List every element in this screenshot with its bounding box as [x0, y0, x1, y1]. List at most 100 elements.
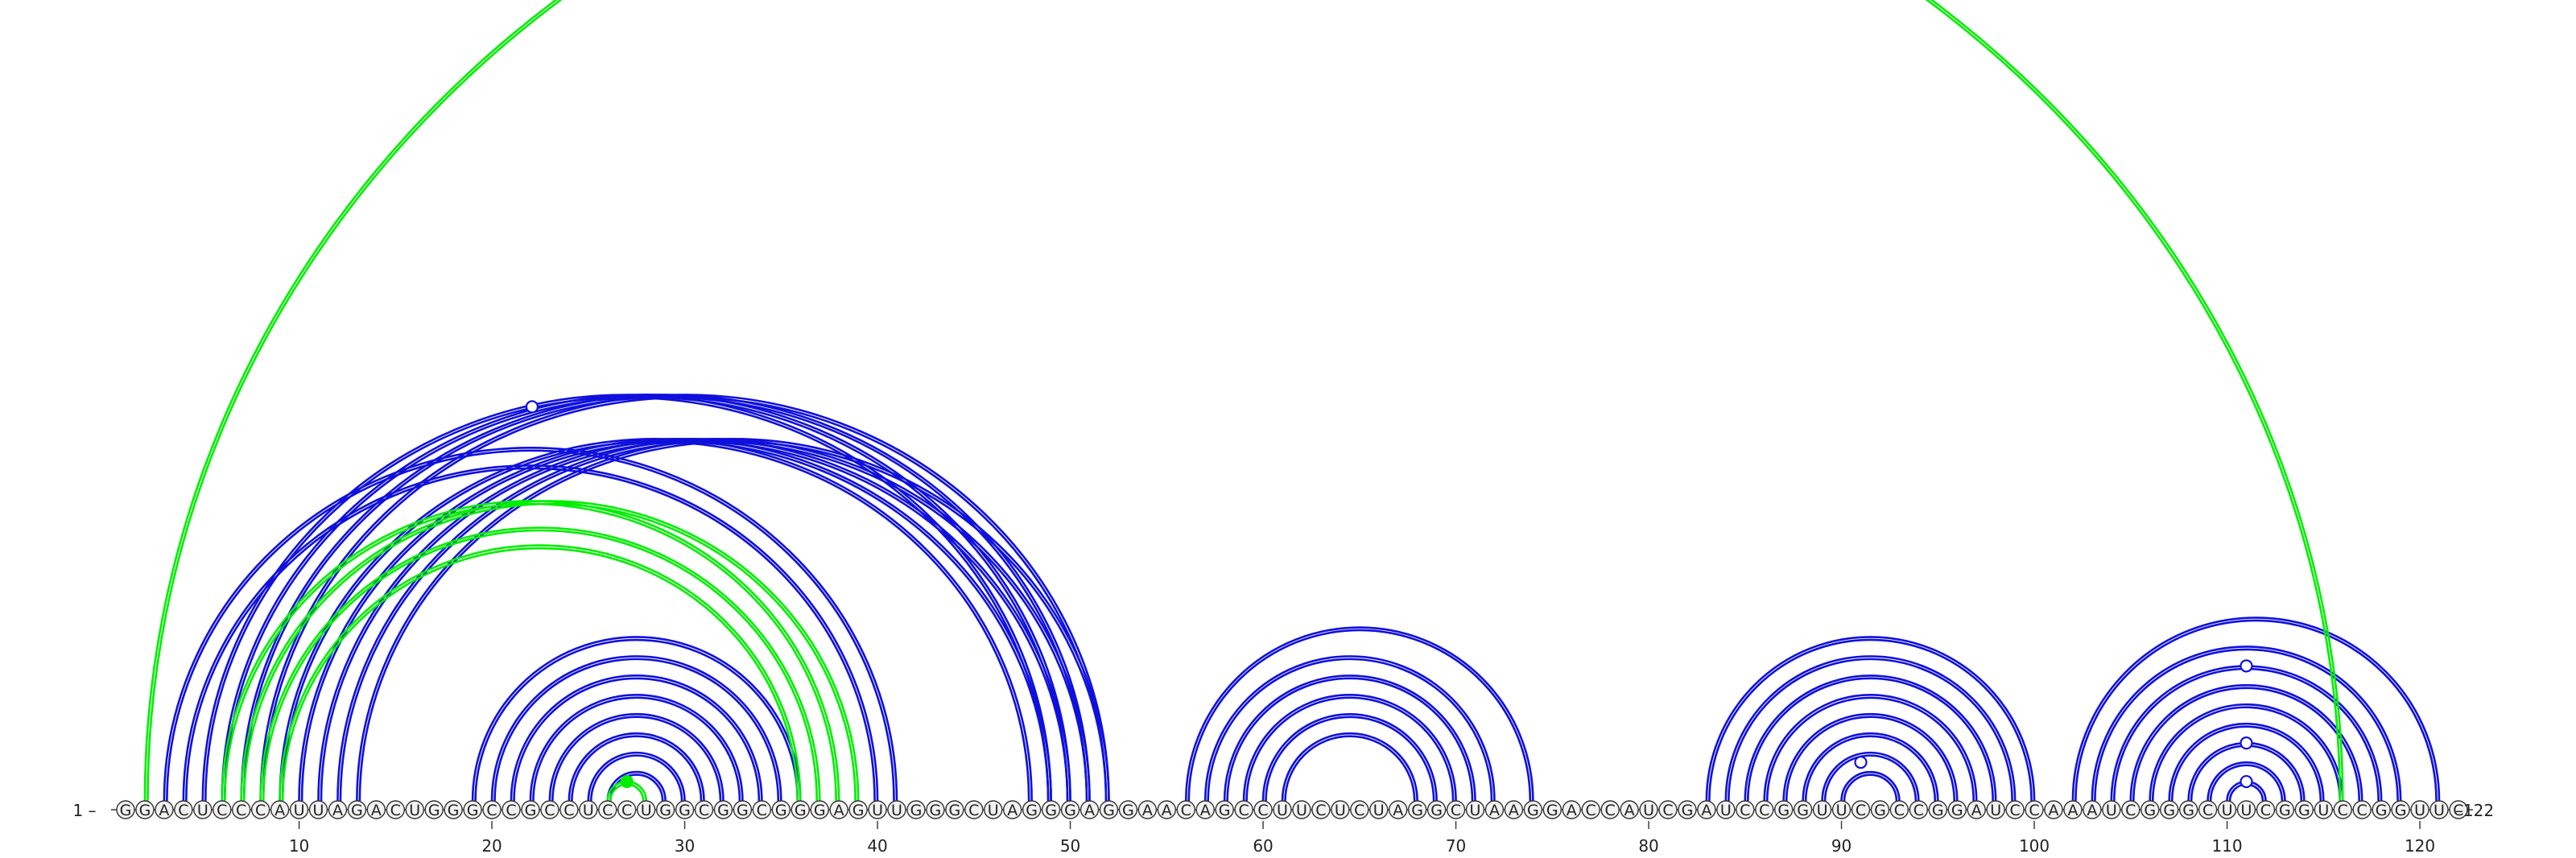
- nucleotide: C: [386, 800, 405, 819]
- nucleotide: U: [289, 800, 309, 819]
- blue-arc-4-40: [182, 464, 879, 802]
- nucleotide-circle: [2236, 800, 2256, 819]
- nucleotide-circle: [1002, 800, 1022, 819]
- blue-arc-105-117: [2129, 684, 2363, 802]
- blue-arc-57-72: [1207, 658, 1493, 802]
- nucleotide-letter: G: [1951, 802, 1963, 819]
- nucleotide-circle: [1484, 800, 1505, 819]
- nucleotide: C: [617, 800, 637, 819]
- nucleotide-circle: [1388, 800, 1408, 819]
- pair-markers: [525, 400, 2253, 789]
- nucleotide-circle: [116, 800, 135, 819]
- nucleotide-circle: [1369, 800, 1389, 819]
- open-pair-marker: [525, 400, 539, 414]
- nucleotide: U: [579, 800, 598, 819]
- nucleotide-letter: A: [1200, 802, 1211, 819]
- nucleotide-letter: G: [717, 802, 729, 819]
- nucleotide-circle: [1736, 800, 1755, 819]
- blue-arc-20-35: [493, 658, 780, 802]
- nucleotide-letter: G: [2376, 802, 2388, 819]
- green-arc-7-39: [242, 502, 857, 802]
- nucleotide-letter: A: [1489, 802, 1500, 819]
- nucleotide-circle: [1639, 800, 1658, 819]
- blue-arc-106-116: [2149, 703, 2344, 802]
- nucleotide-circle: [2083, 800, 2102, 819]
- nucleotide: C: [1581, 800, 1600, 819]
- nucleotide-circle: [713, 800, 733, 819]
- blue-arc-19-36: [474, 638, 799, 802]
- nucleotide: G: [945, 800, 964, 819]
- blue-arc-58-71: [1223, 674, 1476, 802]
- nucleotide-letter: U: [1335, 802, 1346, 819]
- nucleotide: U: [2314, 800, 2334, 819]
- nucleotide-letter: U: [2241, 802, 2252, 819]
- blue-arc-108-114: [2187, 741, 2306, 802]
- nucleotide-letter: G: [1026, 802, 1038, 819]
- nucleotide-letter: G: [1546, 802, 1558, 819]
- nucleotide-letter: A: [1624, 802, 1635, 819]
- blue-arc-89-94: [1823, 754, 1918, 802]
- nucleotide-circle: [598, 800, 617, 819]
- blue-arc-25-30: [590, 754, 683, 802]
- nucleotide-letter: C: [255, 802, 266, 819]
- blue-arc-84-99: [1728, 658, 2013, 802]
- nucleotide-circle: [270, 800, 290, 819]
- nucleotide: A: [1562, 800, 1581, 819]
- nucleotide-letter: C: [1740, 802, 1750, 819]
- nucleotide-letter: C: [506, 802, 516, 819]
- nucleotide: G: [1426, 800, 1447, 819]
- nucleotide-circle: [1851, 800, 1871, 819]
- tick-label: 110: [2211, 836, 2242, 856]
- nucleotide-letter: G: [737, 802, 749, 819]
- nucleotide: C: [174, 800, 193, 819]
- nucleotide-circle: [2005, 800, 2025, 819]
- nucleotide: C: [2198, 800, 2218, 819]
- nucleotide-circle: [2159, 800, 2179, 819]
- open-pair-marker: [2240, 774, 2253, 789]
- nucleotide: A: [1697, 800, 1716, 819]
- tick-label: 80: [1638, 836, 1658, 856]
- nucleotide-letter: G: [1219, 802, 1231, 819]
- blue-arc-4-40: [185, 467, 876, 802]
- nucleotide: A: [1080, 800, 1100, 819]
- nucleotide-circle: [1697, 800, 1716, 819]
- nucleotide-circle: [135, 800, 155, 819]
- green-arc-9-36: [279, 544, 802, 802]
- nucleotide-circle: [2275, 800, 2295, 819]
- nucleotide-circle: [964, 800, 984, 819]
- nucleotide-circle: [502, 800, 521, 819]
- nucleotide-circle: [2429, 800, 2449, 819]
- tick-label: 60: [1253, 836, 1273, 856]
- nucleotide: G: [1022, 800, 1042, 819]
- nucleotide-letter: U: [2106, 802, 2117, 819]
- nucleotide: G: [1793, 800, 1813, 819]
- nucleotide-letter: U: [409, 802, 420, 819]
- nucleotide: A: [2063, 800, 2083, 819]
- nucleotide-letter: G: [1411, 802, 1423, 819]
- nucleotide: U: [1369, 800, 1389, 819]
- nucleotide-circle: [1523, 800, 1543, 819]
- nucleotide: G: [1523, 800, 1543, 819]
- blue-arc-85-98: [1747, 677, 1994, 802]
- nucleotide: C: [2025, 800, 2044, 819]
- nucleotide-letter: C: [602, 802, 613, 819]
- nucleotide-letter: U: [197, 802, 208, 819]
- nucleotide-circle: [193, 800, 213, 819]
- nucleotide: C: [1909, 800, 1929, 819]
- blue-arc-83-100: [1708, 638, 2033, 802]
- nucleotide: U: [308, 800, 328, 819]
- blue-arc-86-97: [1763, 693, 1978, 802]
- nucleotide-circle: [752, 800, 772, 819]
- nucleotide-letter: G: [679, 802, 691, 819]
- nucleotide: G: [1099, 800, 1119, 819]
- nucleotide-letter: U: [2222, 802, 2233, 819]
- open-pair-marker: [1854, 755, 1868, 769]
- nucleotide: C: [1736, 800, 1755, 819]
- open-pair-marker: [2240, 659, 2253, 673]
- nucleotide-letter: G: [852, 802, 865, 819]
- blue-arc-23-32: [548, 712, 724, 802]
- nucleotide-circle: [444, 800, 463, 819]
- nucleotide: G: [675, 800, 695, 819]
- nucleotide-letter: U: [641, 802, 652, 819]
- nucleotide-letter: U: [1720, 802, 1732, 819]
